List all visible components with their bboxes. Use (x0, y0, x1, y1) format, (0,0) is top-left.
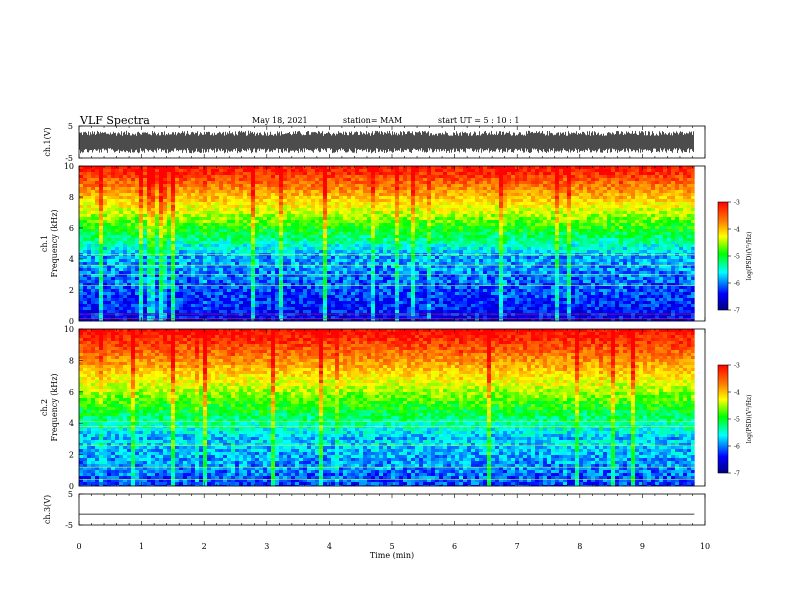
ch1-spectrogram-ylabel: ch.1 (40, 235, 49, 252)
x-tick-label: 9 (640, 542, 645, 551)
ch1-ytick-label: 5 (68, 122, 73, 131)
ch2-spectrogram-colorbar-tick-label: -3 (734, 363, 740, 370)
ch2-spectrogram-ytick-label: 4 (69, 419, 74, 428)
x-tick-label: 10 (700, 542, 710, 551)
x-tick-label: 2 (202, 542, 207, 551)
ch2-spectrogram-ytick-label: 2 (69, 451, 74, 460)
ch2-spectrogram-ytick-label: 6 (69, 388, 74, 397)
ch2-spectrogram-ytick-label: 10 (64, 325, 74, 334)
x-tick-label: 4 (327, 542, 332, 551)
ch1-waveform-frame (78, 125, 706, 159)
ch1-spectrogram-ytick-label: 6 (69, 224, 74, 233)
ch2-spectrogram-colorbar-tick-label: -4 (734, 390, 740, 397)
ch1-spectrogram-ylabel2: Frequency (kHz) (50, 209, 59, 277)
ch2-spectrogram-ytick-label: 0 (69, 482, 74, 491)
ch1-spectrogram-colorbar-tick-label: -6 (734, 281, 740, 288)
ch3-ylabel: ch.3(V) (43, 495, 52, 524)
ch3-waveform-frame (78, 493, 706, 526)
x-tick-label: 1 (139, 542, 144, 551)
x-tick-label: 7 (515, 542, 520, 551)
x-tick-label: 6 (452, 542, 457, 551)
figure-title: VLF Spectra (80, 114, 150, 127)
ch1-spectrogram-colorbar-tick-label: -4 (734, 227, 740, 234)
ch1-spectrogram-ytick-label: 2 (69, 286, 74, 295)
x-tick-label: 8 (577, 542, 582, 551)
x-tick-label: 5 (389, 542, 394, 551)
x-tick-label: 0 (76, 542, 81, 551)
ch1-spectrogram-ytick-label: 8 (69, 193, 74, 202)
ch2-spectrogram-cells (79, 329, 695, 487)
ch1-spectrogram-colorbar (717, 201, 729, 311)
ch2-spectrogram-colorbar (717, 364, 729, 474)
ch3-ytick-label: 5 (68, 490, 73, 499)
ch2-spectrogram-colorbar-tick-label: -5 (734, 417, 740, 424)
ch1-spectrogram-ytick-label: 10 (64, 162, 74, 171)
ch1-spectrogram-colorbar-tick-label: -7 (734, 308, 740, 315)
ch1-spectrogram-cells (79, 166, 695, 322)
ch1-ylabel: ch.1(V) (43, 127, 52, 156)
ch1-spectrogram-colorbar-label: log(PSD)(V²/Hz) (746, 232, 753, 281)
ch1-waveform-series (79, 130, 694, 154)
ch2-spectrogram-ylabel2: Frequency (kHz) (50, 373, 59, 441)
station-label: station= MAM (343, 116, 403, 125)
x-tick-label: 3 (264, 542, 269, 551)
ch1-spectrogram-colorbar-tick-label: -5 (734, 254, 740, 261)
date-label: May 18, 2021 (252, 116, 308, 125)
ch2-spectrogram-colorbar-tick-label: -7 (734, 471, 740, 478)
ch3-ytick-label: -5 (65, 521, 73, 530)
ch1-spectrogram-colorbar-tick-label: -3 (734, 200, 740, 207)
ch2-spectrogram-colorbar-tick-label: -6 (734, 444, 740, 451)
ch1-spectrogram-ytick-label: 4 (69, 255, 74, 264)
x-axis-label: Time (min) (370, 551, 414, 560)
ch1-spectrogram-ytick-label: 0 (69, 317, 74, 326)
ch1-ytick-label: -5 (65, 154, 73, 163)
ch2-spectrogram-ylabel: ch.2 (40, 399, 49, 416)
ch1-waveform-line (79, 130, 694, 154)
start-time-label: start UT = 5 : 10 : 1 (438, 116, 520, 125)
ch2-spectrogram-ytick-label: 8 (69, 356, 74, 365)
ch2-spectrogram-colorbar-label: log(PSD)(V²/Hz) (746, 395, 753, 444)
